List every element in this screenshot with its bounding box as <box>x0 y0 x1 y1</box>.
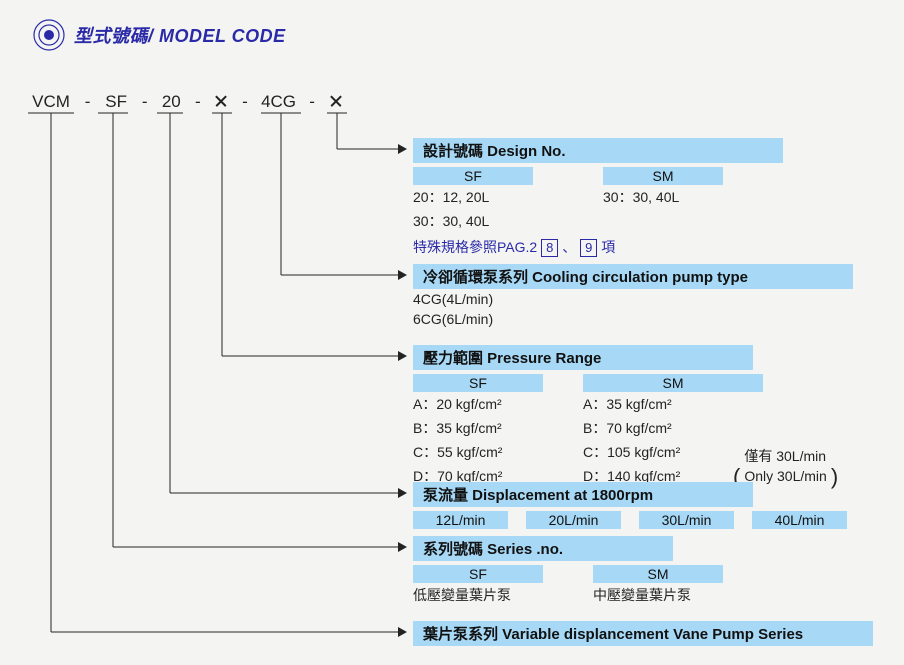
disp-value: 20L/min <box>526 511 621 529</box>
disp-value: 40L/min <box>752 511 847 529</box>
code-part-4cg: 4CG <box>259 92 299 112</box>
code-part-wild2 <box>326 92 346 112</box>
code-part-sf: SF <box>101 92 131 112</box>
pressure-sf-row: A：20 kgf/cm² <box>413 392 583 416</box>
header-cooling: 冷卻循環泵系列 Cooling circulation pump type <box>413 264 853 289</box>
page-title: 型式號碼/ MODEL CODE <box>74 22 286 48</box>
header-displacement: 泵流量 Displacement at 1800rpm <box>413 482 753 507</box>
pressure-only-note: ( 僅有 30L/min Only 30L/min ) <box>733 392 838 488</box>
header-design: 設計號碼 Design No. <box>413 138 783 163</box>
section-pressure: 壓力範圍 Pressure Range SF SM A：20 kgf/cm² B… <box>413 345 893 488</box>
pressure-sf-row: B：35 kgf/cm² <box>413 416 583 440</box>
disp-value: 12L/min <box>413 511 508 529</box>
header-vane: 葉片泵系列 Variable displancement Vane Pump S… <box>413 621 873 646</box>
series-sm-label: SM <box>593 565 723 583</box>
bullseye-icon <box>32 18 66 52</box>
design-sf-label: SF <box>413 167 533 185</box>
code-part-wild1 <box>211 92 231 112</box>
cooling-row: 6CG(6L/min) <box>413 309 853 329</box>
arrow-icon <box>398 144 407 154</box>
arrow-icon <box>398 542 407 552</box>
section-series: 系列號碼 Series .no. SF SM 低壓變量葉片泵 中壓變量葉片泵 <box>413 536 723 607</box>
series-sf-desc: 低壓變量葉片泵 <box>413 583 593 607</box>
pressure-sm-label: SM <box>583 374 763 392</box>
design-sm-label: SM <box>603 167 723 185</box>
pressure-sf-label: SF <box>413 374 543 392</box>
pressure-sf-row: C：55 kgf/cm² <box>413 440 583 464</box>
section-displacement: 泵流量 Displacement at 1800rpm 12L/min 20L/… <box>413 482 847 529</box>
design-sf-row: 30：30, 40L <box>413 209 603 233</box>
design-sm-row: 30：30, 40L <box>603 185 679 209</box>
header-pressure: 壓力範圍 Pressure Range <box>413 345 753 370</box>
arrow-icon <box>398 270 407 280</box>
pressure-sm-row: B：70 kgf/cm² <box>583 416 733 440</box>
section-cooling: 冷卻循環泵系列 Cooling circulation pump type 4C… <box>413 264 853 329</box>
design-note: 特殊規格參照PAG.2 8 、 9 項 <box>413 237 883 257</box>
arrow-icon <box>398 627 407 637</box>
header-series: 系列號碼 Series .no. <box>413 536 673 561</box>
disp-value: 30L/min <box>639 511 734 529</box>
pressure-sm-row: A：35 kgf/cm² <box>583 392 733 416</box>
series-sm-desc: 中壓變量葉片泵 <box>593 583 691 607</box>
pressure-sm-row: C：105 kgf/cm² <box>583 440 733 464</box>
design-sf-row: 20：12, 20L <box>413 185 603 209</box>
arrow-icon <box>398 351 407 361</box>
code-part-20: 20 <box>158 92 184 112</box>
model-code-row: VCM - SF - 20 - - 4CG - <box>28 92 346 112</box>
section-vane: 葉片泵系列 Variable displancement Vane Pump S… <box>413 621 873 646</box>
section-design: 設計號碼 Design No. SF SM 20：12, 20L 30：30, … <box>413 138 883 257</box>
arrow-icon <box>398 488 407 498</box>
series-sf-label: SF <box>413 565 543 583</box>
code-part-vcm: VCM <box>28 92 74 112</box>
cooling-row: 4CG(4L/min) <box>413 289 853 309</box>
